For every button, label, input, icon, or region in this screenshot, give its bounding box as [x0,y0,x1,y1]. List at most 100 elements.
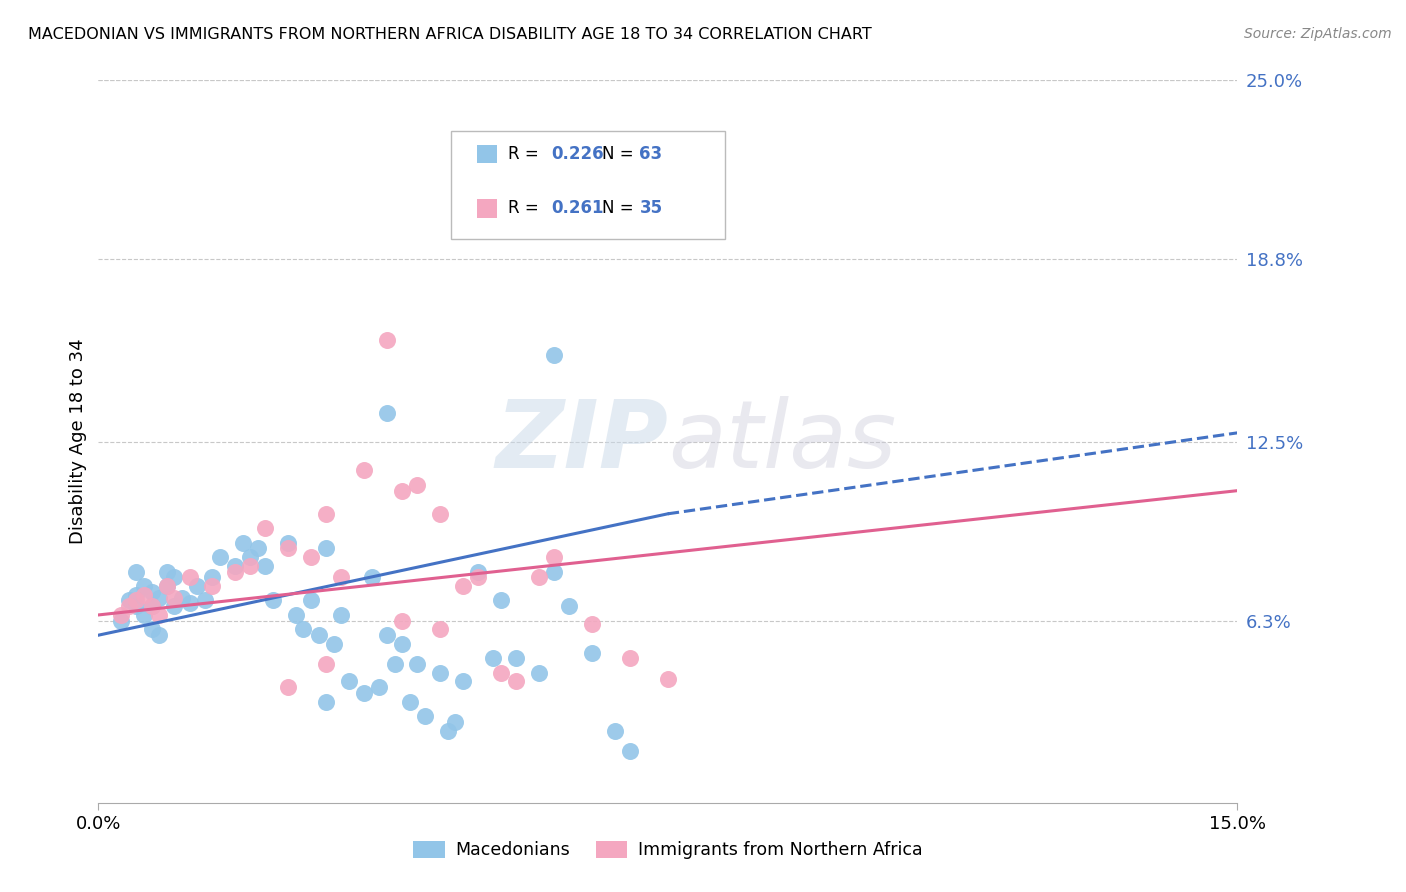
Point [330,607,353,622]
Point [262,593,284,607]
Point [451,579,474,593]
Point [132,607,155,622]
Point [353,463,375,477]
Point [543,550,565,565]
Point [406,657,429,671]
Point [148,591,170,605]
Point [170,591,193,605]
Text: R =: R = [509,200,544,218]
Point [148,628,170,642]
Point [558,599,581,614]
Point [436,723,458,738]
Point [489,665,512,680]
Point [224,558,246,573]
Point [315,541,337,556]
Point [391,614,413,628]
Point [239,550,262,565]
Point [110,614,132,628]
Point [163,599,186,614]
Point [156,565,179,579]
Text: N =: N = [602,200,638,218]
Point [208,550,231,565]
Point [125,599,148,614]
Point [368,680,391,694]
Point [619,744,641,758]
Point [543,565,565,579]
Point [277,680,299,694]
Point [163,570,186,584]
Point [163,591,186,605]
Point [246,541,269,556]
Point [581,646,603,660]
Point [315,695,337,709]
Point [239,558,262,573]
Point [277,535,299,549]
Point [330,570,353,584]
Point [657,672,679,686]
Text: Source: ZipAtlas.com: Source: ZipAtlas.com [1244,27,1392,41]
Point [118,599,141,614]
Point [132,579,155,593]
Point [141,584,163,599]
Point [360,570,382,584]
Point [451,674,474,689]
Text: 0.261: 0.261 [551,200,605,218]
Point [619,651,641,665]
Point [156,579,179,593]
Point [482,651,505,665]
Point [375,628,398,642]
Text: MACEDONIAN VS IMMIGRANTS FROM NORTHERN AFRICA DISABILITY AGE 18 TO 34 CORRELATIO: MACEDONIAN VS IMMIGRANTS FROM NORTHERN A… [28,27,872,42]
Point [179,570,201,584]
Point [398,695,420,709]
Point [467,565,489,579]
Point [505,674,527,689]
Point [391,483,413,498]
Text: 63: 63 [640,145,662,163]
Point [444,714,467,729]
Point [467,570,489,584]
Point [489,593,512,607]
Point [581,616,603,631]
Point [299,593,322,607]
Y-axis label: Disability Age 18 to 34: Disability Age 18 to 34 [69,339,87,544]
Point [118,593,141,607]
Point [156,579,179,593]
Point [224,565,246,579]
Point [337,674,360,689]
Point [194,593,217,607]
FancyBboxPatch shape [477,199,498,218]
Point [375,406,398,420]
Point [141,599,163,614]
Point [413,709,436,723]
Text: 0.226: 0.226 [551,145,605,163]
Point [292,623,315,637]
Point [299,550,322,565]
Text: ZIP: ZIP [495,395,668,488]
FancyBboxPatch shape [477,145,498,163]
Point [141,623,163,637]
Point [125,565,148,579]
Point [391,637,413,651]
Legend: Macedonians, Immigrants from Northern Africa: Macedonians, Immigrants from Northern Af… [406,834,929,866]
Point [603,723,626,738]
Point [284,607,307,622]
Point [125,593,148,607]
Point [315,657,337,671]
Point [322,637,344,651]
Point [543,348,565,362]
Text: R =: R = [509,145,544,163]
Point [254,558,277,573]
Point [308,628,330,642]
Point [429,507,451,521]
Point [201,579,224,593]
Point [277,541,299,556]
Text: N =: N = [602,145,638,163]
Point [315,507,337,521]
Point [505,651,527,665]
Point [179,596,201,610]
Point [201,570,224,584]
Point [186,579,208,593]
Point [110,607,132,622]
Point [429,665,451,680]
Point [384,657,406,671]
